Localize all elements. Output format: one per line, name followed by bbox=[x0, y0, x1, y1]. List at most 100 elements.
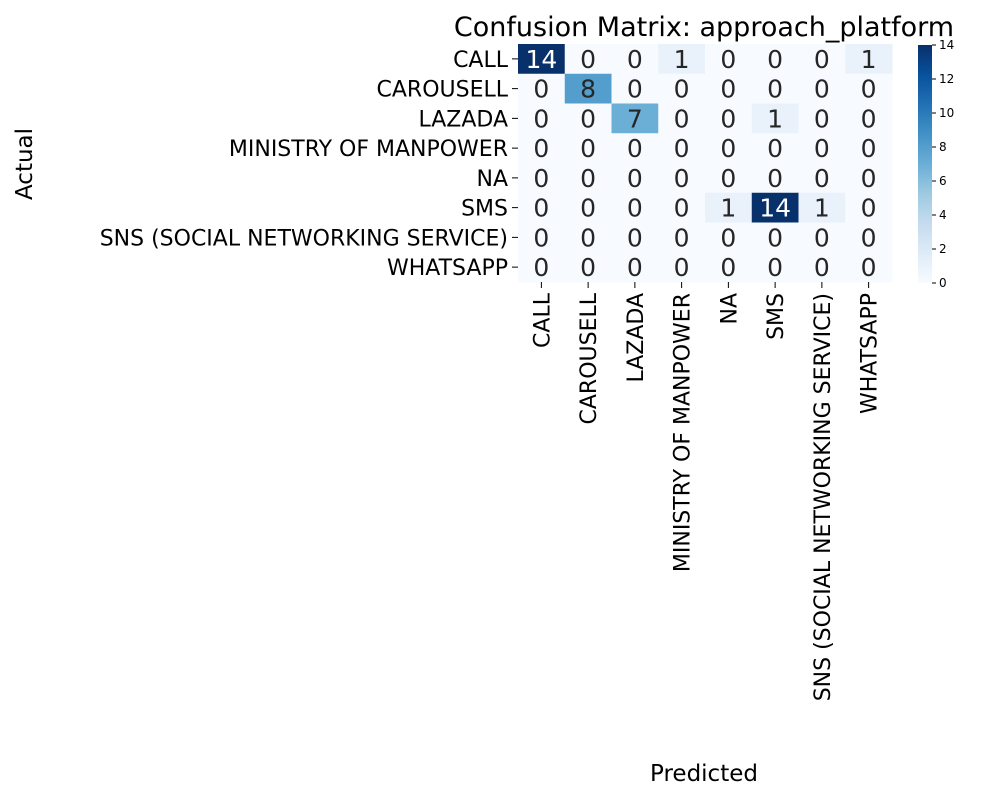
heatmap-cell bbox=[658, 163, 706, 194]
cell-value-label: 0 bbox=[580, 223, 596, 252]
cell-value-label: 0 bbox=[580, 45, 596, 74]
heatmap-cell bbox=[798, 163, 846, 194]
cell-value-label: 0 bbox=[674, 194, 690, 223]
heatmap-cell bbox=[798, 44, 846, 75]
heatmap-cell bbox=[658, 252, 706, 283]
cell-value-label: 0 bbox=[533, 164, 549, 193]
row-tick-label: CALL bbox=[453, 48, 509, 73]
colorbar-ticks: 0 2 4 6 8 10 12 14 bbox=[932, 38, 954, 290]
cell-value-label: 0 bbox=[861, 223, 877, 252]
cell-value-label: 0 bbox=[814, 75, 830, 104]
row-tick-label: NA bbox=[476, 167, 508, 192]
column-tick-label: CAROUSELL bbox=[577, 292, 602, 424]
cell-value-label: 0 bbox=[767, 253, 783, 282]
cell-value-label: 0 bbox=[674, 134, 690, 163]
cell-value-label: 0 bbox=[861, 164, 877, 193]
colorbar-tick-label: 0 bbox=[939, 276, 947, 290]
cell-value-label: 0 bbox=[580, 164, 596, 193]
heatmap-cell bbox=[705, 222, 753, 253]
cell-value-label: 1 bbox=[814, 194, 830, 223]
heatmap-cell bbox=[518, 192, 566, 224]
cell-value-label: 0 bbox=[814, 223, 830, 252]
cell-value-label: 0 bbox=[674, 253, 690, 282]
cell-value-label: 8 bbox=[580, 75, 596, 104]
heatmap-cell bbox=[705, 133, 753, 164]
cell-value-label: 7 bbox=[627, 104, 643, 133]
heatmap-cell bbox=[564, 73, 613, 105]
heatmap-cell bbox=[564, 252, 613, 283]
heatmap-cell bbox=[798, 222, 846, 253]
cell-value-label: 0 bbox=[861, 194, 877, 223]
heatmap-cell bbox=[611, 252, 659, 283]
cell-value-label: 0 bbox=[627, 194, 643, 223]
colorbar bbox=[918, 45, 932, 283]
heatmap-cell bbox=[845, 192, 893, 224]
cell-value-label: 0 bbox=[533, 194, 549, 223]
heatmap-cell bbox=[798, 192, 846, 224]
heatmap-cell bbox=[658, 44, 706, 75]
heatmap-cell bbox=[705, 73, 753, 105]
cell-value-label: 0 bbox=[720, 104, 736, 133]
cell-value-label: 14 bbox=[759, 194, 791, 223]
row-tick-label: SMS bbox=[461, 197, 508, 222]
cell-value-label: 0 bbox=[720, 134, 736, 163]
heatmap-cell bbox=[798, 73, 846, 105]
heatmap-cell bbox=[611, 163, 659, 194]
colorbar-tick-label: 6 bbox=[939, 174, 947, 188]
cell-value-label: 0 bbox=[814, 45, 830, 74]
colorbar-tick-label: 2 bbox=[939, 242, 947, 256]
row-tick-label: SNS (SOCIAL NETWORKING SERVICE) bbox=[100, 226, 508, 251]
heatmap-cell bbox=[798, 252, 846, 283]
cell-value-label: 0 bbox=[767, 45, 783, 74]
column-tick-label: NA bbox=[717, 293, 742, 325]
row-tick-labels: CALL CAROUSELL LAZADA MINISTRY OF MANPOWER N… bbox=[100, 48, 518, 281]
heatmap-cell bbox=[518, 222, 566, 253]
cell-value-label: 0 bbox=[767, 75, 783, 104]
column-tick-label: MINISTRY OF MANPOWER bbox=[671, 293, 696, 572]
colorbar-tick-label: 14 bbox=[939, 38, 954, 52]
heatmap-cell bbox=[564, 192, 613, 224]
cell-value-label: 0 bbox=[861, 75, 877, 104]
cell-value-label: 0 bbox=[861, 104, 877, 133]
cell-value-label: 1 bbox=[720, 194, 736, 223]
cell-value-label: 0 bbox=[674, 75, 690, 104]
heatmap-cell bbox=[845, 44, 893, 75]
cell-value-label: 0 bbox=[627, 164, 643, 193]
heatmap-cell bbox=[518, 73, 566, 105]
cell-value-label: 0 bbox=[674, 104, 690, 133]
cell-value-label: 0 bbox=[533, 223, 549, 252]
heatmap-cell bbox=[845, 133, 893, 164]
cell-value-label: 0 bbox=[580, 253, 596, 282]
colorbar-tick-label: 4 bbox=[939, 208, 947, 222]
column-tick-label: WHATSAPP bbox=[858, 293, 883, 414]
heatmap-cell bbox=[564, 44, 613, 75]
cell-value-label: 0 bbox=[580, 104, 596, 133]
cell-value-label: 0 bbox=[627, 253, 643, 282]
cell-value-label: 0 bbox=[814, 104, 830, 133]
heatmap-cell bbox=[798, 133, 846, 164]
row-tick-label: MINISTRY OF MANPOWER bbox=[229, 137, 508, 162]
cell-value-label: 0 bbox=[627, 45, 643, 74]
cell-value-label: 0 bbox=[861, 134, 877, 163]
heatmap-cell bbox=[658, 103, 706, 134]
cell-value-label: 0 bbox=[674, 223, 690, 252]
heatmap-cell bbox=[798, 103, 846, 134]
heatmap-cell bbox=[845, 73, 893, 105]
cell-value-label: 1 bbox=[861, 45, 877, 74]
colorbar-tick-label: 12 bbox=[939, 72, 954, 86]
cell-value-label: 0 bbox=[767, 223, 783, 252]
row-tick-label: LAZADA bbox=[418, 107, 508, 132]
cell-value-label: 0 bbox=[533, 104, 549, 133]
heatmap-cell bbox=[611, 44, 659, 75]
cell-value-label: 0 bbox=[814, 253, 830, 282]
cell-value-label: 0 bbox=[533, 75, 549, 104]
row-tick-label: WHATSAPP bbox=[387, 256, 508, 281]
cell-value-label: 0 bbox=[814, 134, 830, 163]
heatmap-cell bbox=[518, 44, 566, 75]
column-tick-label: LAZADA bbox=[624, 293, 649, 383]
chart-title: Confusion Matrix: approach_platform bbox=[454, 12, 954, 43]
heatmap-cell bbox=[564, 222, 613, 253]
heatmap-cell bbox=[658, 222, 706, 253]
cell-value-label: 0 bbox=[720, 75, 736, 104]
heatmap-cell bbox=[751, 192, 800, 224]
